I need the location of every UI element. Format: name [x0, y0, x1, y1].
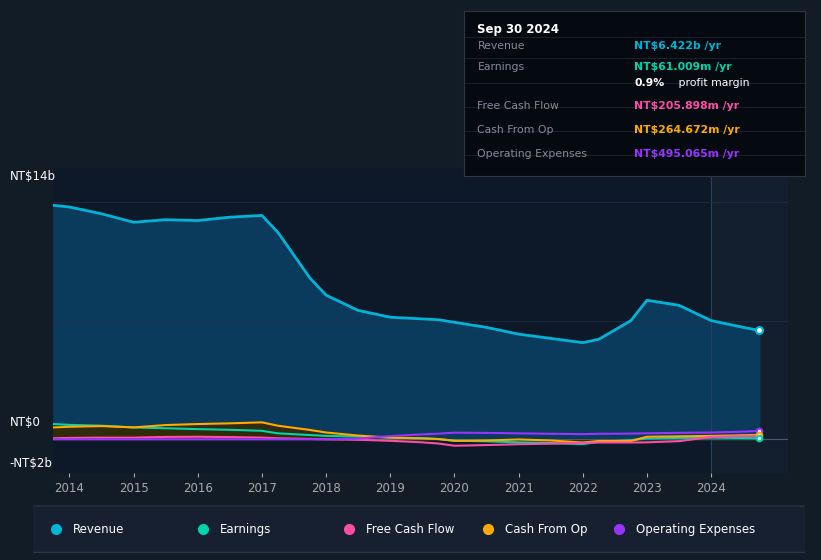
Text: Free Cash Flow: Free Cash Flow [366, 522, 455, 536]
Text: NT$264.672m /yr: NT$264.672m /yr [635, 125, 740, 135]
Text: Cash From Op: Cash From Op [505, 522, 588, 536]
Text: Sep 30 2024: Sep 30 2024 [478, 23, 559, 36]
Text: Revenue: Revenue [478, 41, 525, 51]
Text: Operating Expenses: Operating Expenses [478, 149, 588, 159]
FancyBboxPatch shape [26, 506, 811, 552]
Text: Cash From Op: Cash From Op [478, 125, 554, 135]
Text: Operating Expenses: Operating Expenses [636, 522, 755, 536]
Text: Revenue: Revenue [73, 522, 124, 536]
Text: 0.9%: 0.9% [635, 78, 664, 88]
Text: Earnings: Earnings [478, 62, 525, 72]
Text: NT$0: NT$0 [10, 416, 41, 430]
Bar [711, 168, 788, 473]
Text: NT$61.009m /yr: NT$61.009m /yr [635, 62, 732, 72]
Text: Earnings: Earnings [219, 522, 271, 536]
Text: NT$205.898m /yr: NT$205.898m /yr [635, 101, 740, 111]
Text: NT$14b: NT$14b [10, 170, 56, 183]
Text: -NT$2b: -NT$2b [10, 457, 53, 470]
Text: NT$6.422b /yr: NT$6.422b /yr [635, 41, 721, 51]
Text: profit margin: profit margin [675, 78, 750, 88]
Text: NT$495.065m /yr: NT$495.065m /yr [635, 149, 740, 159]
Text: Free Cash Flow: Free Cash Flow [478, 101, 559, 111]
